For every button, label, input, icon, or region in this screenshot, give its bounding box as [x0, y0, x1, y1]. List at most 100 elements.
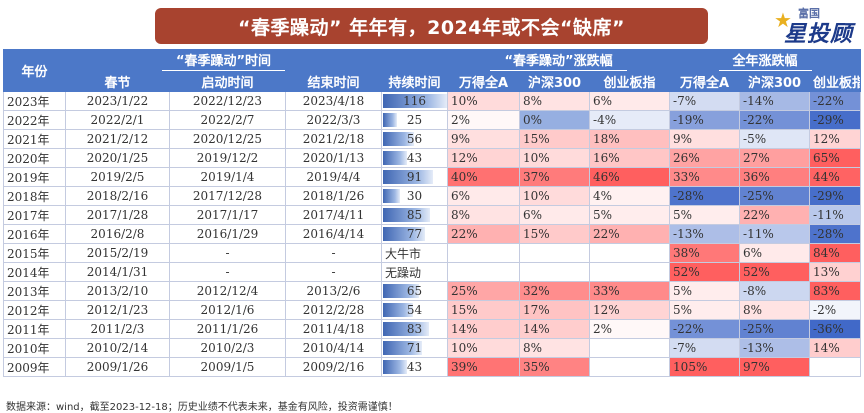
- annual-hs300-cell: 22%: [739, 205, 811, 225]
- annual-hs300-cell: 97%: [739, 357, 811, 377]
- annual-hs300-cell: -13%: [739, 338, 811, 358]
- table-row: 2016年 2016/2/8 2016/1/29 2016/4/14 77 22% 15% 2…: [3, 224, 862, 244]
- duration-cell: 116: [381, 91, 449, 111]
- year-cell: 2012年: [3, 300, 66, 320]
- table-row: 2012年 2012/1/23 2012/1/6 2012/2/28 54 15% 17% 1…: [3, 300, 862, 320]
- annual-return-group-header: 全年涨跌幅: [669, 49, 862, 72]
- annual-cyb-cell: 65%: [809, 148, 862, 168]
- year-cell: 2009年: [3, 357, 66, 377]
- col-header-spring-hs300: 沪深300: [519, 71, 591, 92]
- annual-wind-cell: -19%: [669, 110, 741, 130]
- spring-festival-cell: 2013/2/10: [65, 281, 170, 301]
- annual-hs300-cell: 52%: [739, 262, 811, 282]
- spring-cyb-cell: [589, 357, 671, 377]
- table-group-header-row: 年份 “春季躁动”时间 “春季躁动”涨跌幅 全年涨跌幅: [3, 49, 862, 92]
- duration-bar: [383, 360, 408, 374]
- spring-cyb-cell: 12%: [589, 300, 671, 320]
- end-date-cell: 2009/2/16: [284, 357, 383, 377]
- col-header-spring-cyb: 创业板指: [589, 71, 671, 92]
- spring-cyb-cell: 2%: [589, 319, 671, 339]
- year-cell: 2017年: [3, 205, 66, 225]
- spring-wind-cell: [447, 262, 521, 282]
- annual-hs300-cell: -25%: [739, 319, 811, 339]
- table-row: 2013年 2013/2/10 2012/12/4 2013/2/6 65 25% 32% 3…: [3, 281, 862, 301]
- spring-hs300-cell: 15%: [519, 224, 591, 244]
- brand-small-text: 富国: [798, 7, 820, 20]
- duration-cell: 43: [381, 148, 449, 168]
- end-date-cell: 2016/4/14: [284, 224, 383, 244]
- duration-value: 65: [406, 284, 423, 298]
- annual-cyb-cell: 13%: [809, 262, 862, 282]
- duration-group-spacer: [381, 49, 449, 72]
- spring-hs300-cell: 35%: [519, 357, 591, 377]
- data-source-footnote: 数据来源：wind，截至2023-12-18；历史业绩不代表未来，基金有风险，投…: [6, 402, 398, 413]
- spring-cyb-cell: 33%: [589, 281, 671, 301]
- year-cell: 2011年: [3, 319, 66, 339]
- col-header-end: 结束时间: [284, 71, 383, 92]
- spring-return-group-label: “春季躁动”涨跌幅: [490, 51, 627, 71]
- spring-festival-cell: 2019/2/5: [65, 167, 170, 187]
- spring-cyb-cell: 16%: [589, 148, 671, 168]
- annual-hs300-cell: -25%: [739, 186, 811, 206]
- end-date-cell: -: [284, 262, 383, 282]
- star-icon: ★: [774, 8, 792, 32]
- annual-cyb-cell: 12%: [809, 129, 862, 149]
- end-date-cell: 2020/1/13: [284, 148, 383, 168]
- annual-wind-cell: 38%: [669, 243, 741, 263]
- duration-cell: 71: [381, 338, 449, 358]
- end-date-cell: -: [284, 243, 383, 263]
- duration-bar: [383, 341, 423, 355]
- duration-value: 116: [403, 94, 426, 108]
- start-date-cell: 2020/12/25: [169, 129, 286, 149]
- duration-cell: 25: [381, 110, 449, 130]
- start-date-cell: 2011/1/26: [169, 319, 286, 339]
- annual-wind-cell: 26%: [669, 148, 741, 168]
- spring-festival-cell: 2023/1/22: [65, 91, 170, 111]
- table-sub-header-row: 春节 启动时间 结束时间 持续时间 万得全A 沪深300 创业板指 万得全A 沪…: [4, 71, 862, 92]
- start-date-cell: 2010/2/3: [169, 338, 286, 358]
- spring-cyb-cell: [589, 338, 671, 358]
- year-cell: 2019年: [3, 167, 66, 187]
- year-cell: 2016年: [3, 224, 66, 244]
- duration-cell: 77: [381, 224, 449, 244]
- duration-value: 71: [406, 341, 423, 355]
- annual-cyb-cell: 14%: [809, 338, 862, 358]
- spring-festival-cell: 2009/1/26: [65, 357, 170, 377]
- col-header-start: 启动时间: [169, 71, 286, 92]
- table-row: 2010年 2010/2/14 2010/2/3 2010/4/14 71 10% 8% -7…: [3, 338, 862, 358]
- spring-cyb-cell: 4%: [589, 186, 671, 206]
- col-header-annual-wind: 万得全A: [669, 71, 741, 92]
- annual-hs300-cell: -11%: [739, 224, 811, 244]
- annual-cyb-cell: -22%: [809, 91, 862, 111]
- spring-wind-cell: [447, 243, 521, 263]
- table-row: 2018年 2018/2/16 2017/12/28 2018/1/26 30 6% 10%…: [3, 186, 862, 206]
- annual-wind-cell: -7%: [669, 91, 741, 111]
- spring-festival-cell: 2021/2/12: [65, 129, 170, 149]
- duration-cell: 43: [381, 357, 449, 377]
- spring-festival-cell: 2017/1/28: [65, 205, 170, 225]
- spring-festival-cell: 2020/1/25: [65, 148, 170, 168]
- spring-hs300-cell: 6%: [519, 205, 591, 225]
- duration-value: 56: [406, 132, 423, 146]
- duration-cell: 65: [381, 281, 449, 301]
- spring-hs300-cell: [519, 243, 591, 263]
- annual-cyb-cell: -29%: [809, 186, 862, 206]
- start-date-cell: 2019/12/2: [169, 148, 286, 168]
- annual-hs300-cell: -22%: [739, 110, 811, 130]
- table-row: 2021年 2021/2/12 2020/12/25 2021/2/18 56 9% 15%…: [3, 129, 862, 149]
- spring-festival-cell: 2022/2/1: [65, 110, 170, 130]
- annual-cyb-cell: 83%: [809, 281, 862, 301]
- table-row: 2011年 2011/2/3 2011/1/26 2011/4/18 83 14% 14% 2…: [3, 319, 862, 339]
- period-group-header: “春季躁动”时间: [64, 49, 383, 72]
- spring-hs300-cell: 10%: [519, 148, 591, 168]
- annual-hs300-cell: 8%: [739, 300, 811, 320]
- spring-wind-cell: 12%: [447, 148, 521, 168]
- table-row: 2023年 2023/1/22 2022/12/23 2023/4/18 116 10% 8…: [3, 91, 862, 111]
- col-header-duration: 持续时间: [381, 71, 449, 92]
- duration-bar: [383, 132, 415, 146]
- duration-value: 30: [406, 189, 423, 203]
- spring-festival-cell: 2014/1/31: [65, 262, 170, 282]
- duration-value: 77: [406, 227, 423, 241]
- spring-wind-cell: 8%: [447, 205, 521, 225]
- annual-hs300-cell: -8%: [739, 281, 811, 301]
